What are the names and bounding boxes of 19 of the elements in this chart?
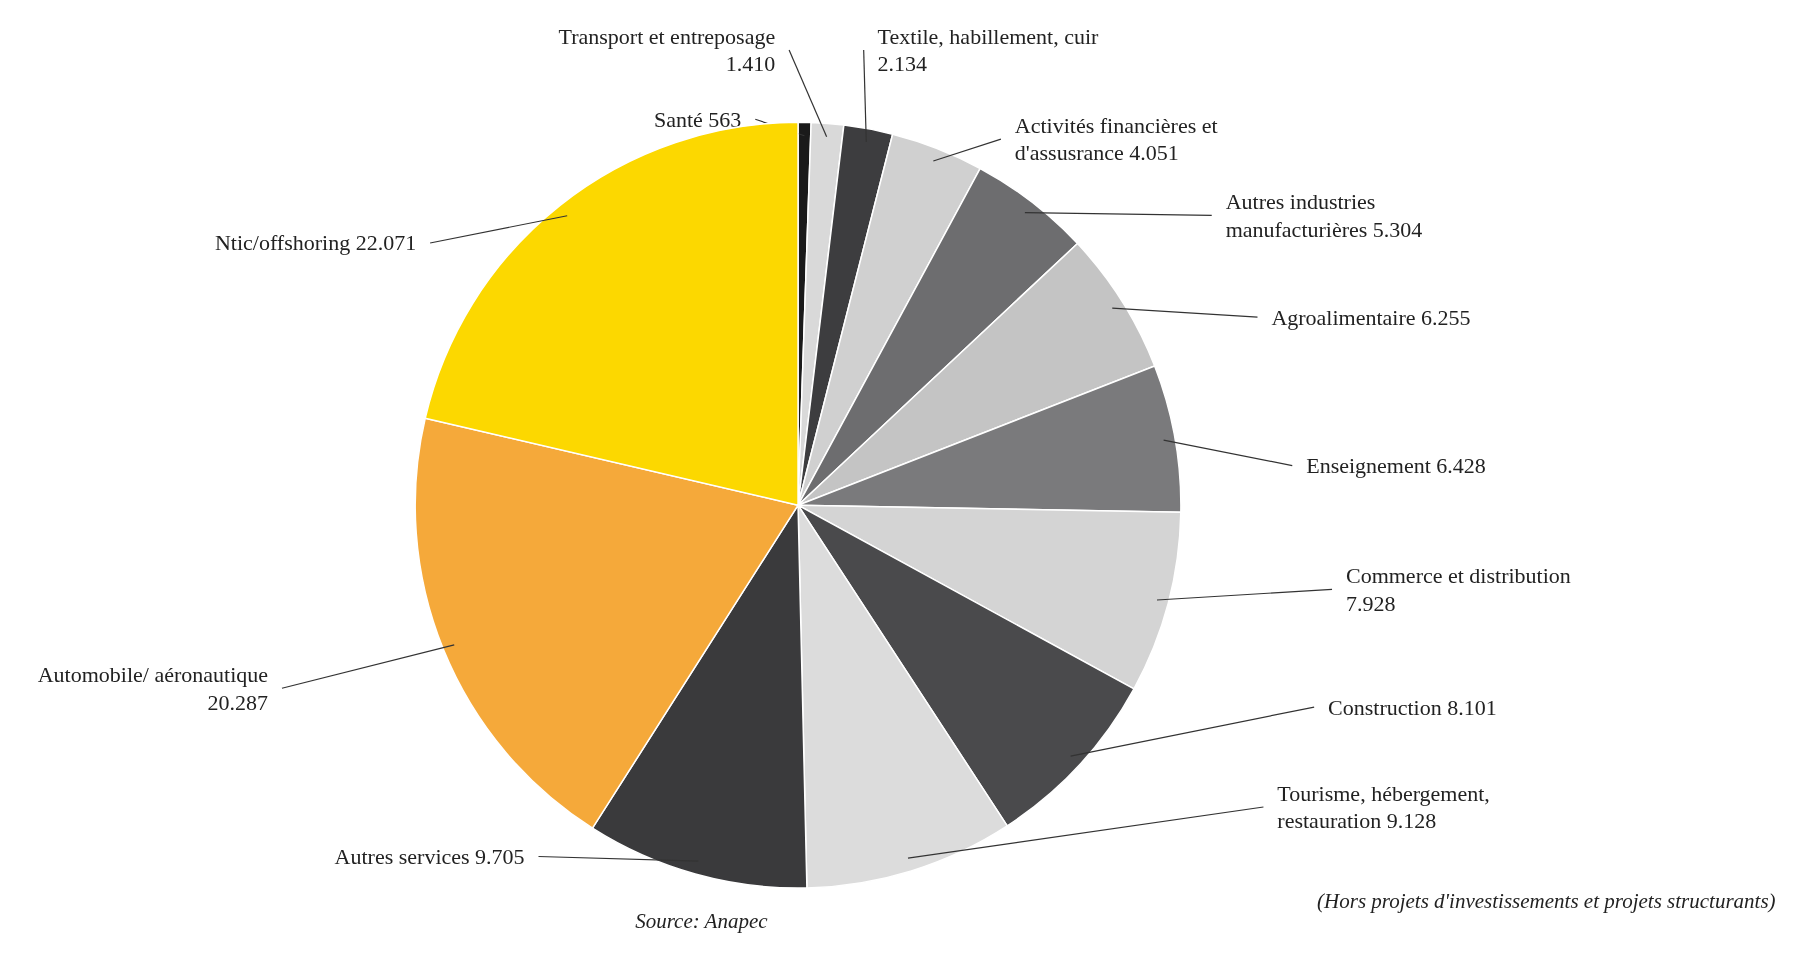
text: (Hors projets d'investissements et projets structurants) — [1317, 889, 1776, 914]
slice-label: Agroalimentaire 6.255 — [1271, 304, 1471, 330]
data-label: 20.287 — [207, 689, 269, 715]
data-label: 1.410 — [725, 51, 776, 77]
slice-label: Transport et entreposage — [558, 23, 776, 49]
slice-label: Activités financières et d'assusrance 4.051 — [1014, 112, 1218, 166]
slice-label: Commerce et distribution — [1345, 563, 1571, 589]
slice-label: Autres services 9.705 — [334, 843, 525, 869]
slice-label: Automobile/ aéronautique — [37, 662, 269, 688]
data-label: 7.928 — [1345, 590, 1396, 616]
source-note: Source: Anapec — [635, 908, 769, 933]
slice-label: Construction 8.101 — [1328, 694, 1497, 720]
slice-label: Tourisme, hébergement, restauration 9.128 — [1277, 780, 1490, 834]
slice-label: Textile, habillement, cuir — [877, 23, 1100, 49]
slice-label: Santé 563 — [653, 106, 742, 132]
slice-label: Ntic/offshoring 22.071 — [214, 230, 417, 256]
slice-label: Autres industries manufacturières 5.304 — [1225, 189, 1423, 242]
data-label: 2.134 — [877, 51, 928, 77]
slice-label: Enseignement 6.428 — [1306, 453, 1486, 479]
